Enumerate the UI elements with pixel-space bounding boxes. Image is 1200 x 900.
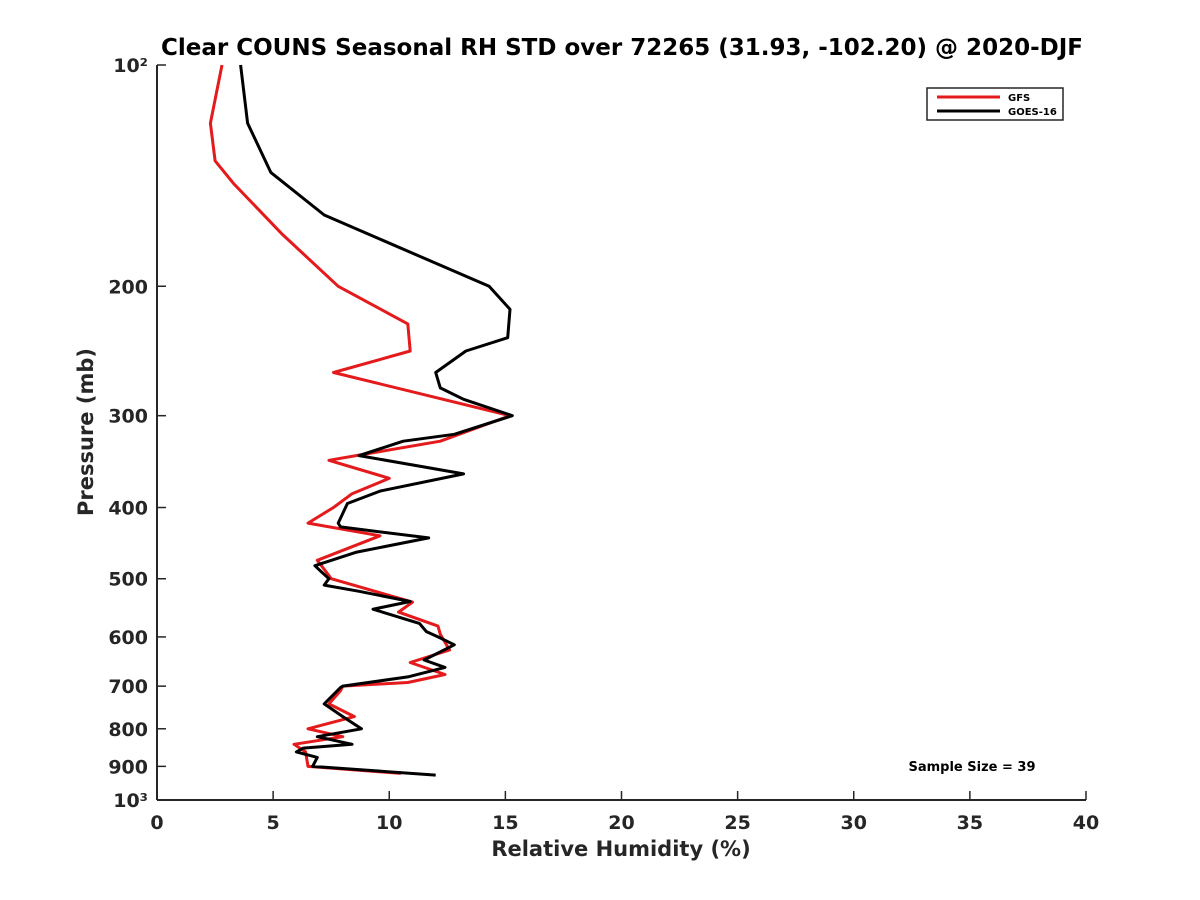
y-tick-label: 10² bbox=[113, 55, 148, 77]
series-line-goes16 bbox=[239, 64, 514, 777]
x-tick-label: 5 bbox=[267, 812, 280, 834]
y-tick-label: 200 bbox=[108, 276, 148, 298]
y-tick-label: 800 bbox=[108, 719, 148, 741]
x-tick-label: 35 bbox=[957, 812, 983, 834]
x-axis-ticks: 0 5 10 15 20 25 30 35 40 bbox=[150, 791, 1099, 834]
x-tick-label: 15 bbox=[492, 812, 518, 834]
y-tick-label: 10³ bbox=[113, 790, 148, 812]
legend-label-gfs: GFS bbox=[1008, 93, 1030, 104]
x-tick-label: 0 bbox=[150, 812, 163, 834]
y-tick-label: 400 bbox=[108, 498, 148, 520]
x-tick-label: 25 bbox=[724, 812, 750, 834]
chart-title: Clear COUNS Seasonal RH STD over 72265 (… bbox=[161, 35, 1083, 61]
x-tick-label: 40 bbox=[1073, 812, 1099, 834]
legend-box bbox=[926, 87, 1064, 121]
legend: GFS GOES-16 bbox=[926, 87, 1064, 121]
y-tick-label: 300 bbox=[108, 406, 148, 428]
legend-label-goes16: GOES-16 bbox=[1008, 107, 1057, 118]
y-tick-label: 500 bbox=[108, 569, 148, 591]
series-line-gfs bbox=[208, 64, 512, 775]
x-tick-label: 20 bbox=[608, 812, 634, 834]
y-tick-label: 900 bbox=[108, 756, 148, 778]
x-tick-label: 30 bbox=[841, 812, 867, 834]
y-axis-label: Pressure (mb) bbox=[74, 348, 98, 516]
y-axis-ticks: 10² 200 300 400 500 600 700 800 900 10³ bbox=[108, 55, 166, 812]
x-axis-label: Relative Humidity (%) bbox=[491, 837, 750, 861]
y-tick-label: 700 bbox=[108, 676, 148, 698]
plot-series bbox=[208, 64, 514, 777]
x-tick-label: 10 bbox=[376, 812, 402, 834]
sample-size-annotation: Sample Size = 39 bbox=[908, 760, 1035, 775]
y-tick-label: 600 bbox=[108, 627, 148, 649]
